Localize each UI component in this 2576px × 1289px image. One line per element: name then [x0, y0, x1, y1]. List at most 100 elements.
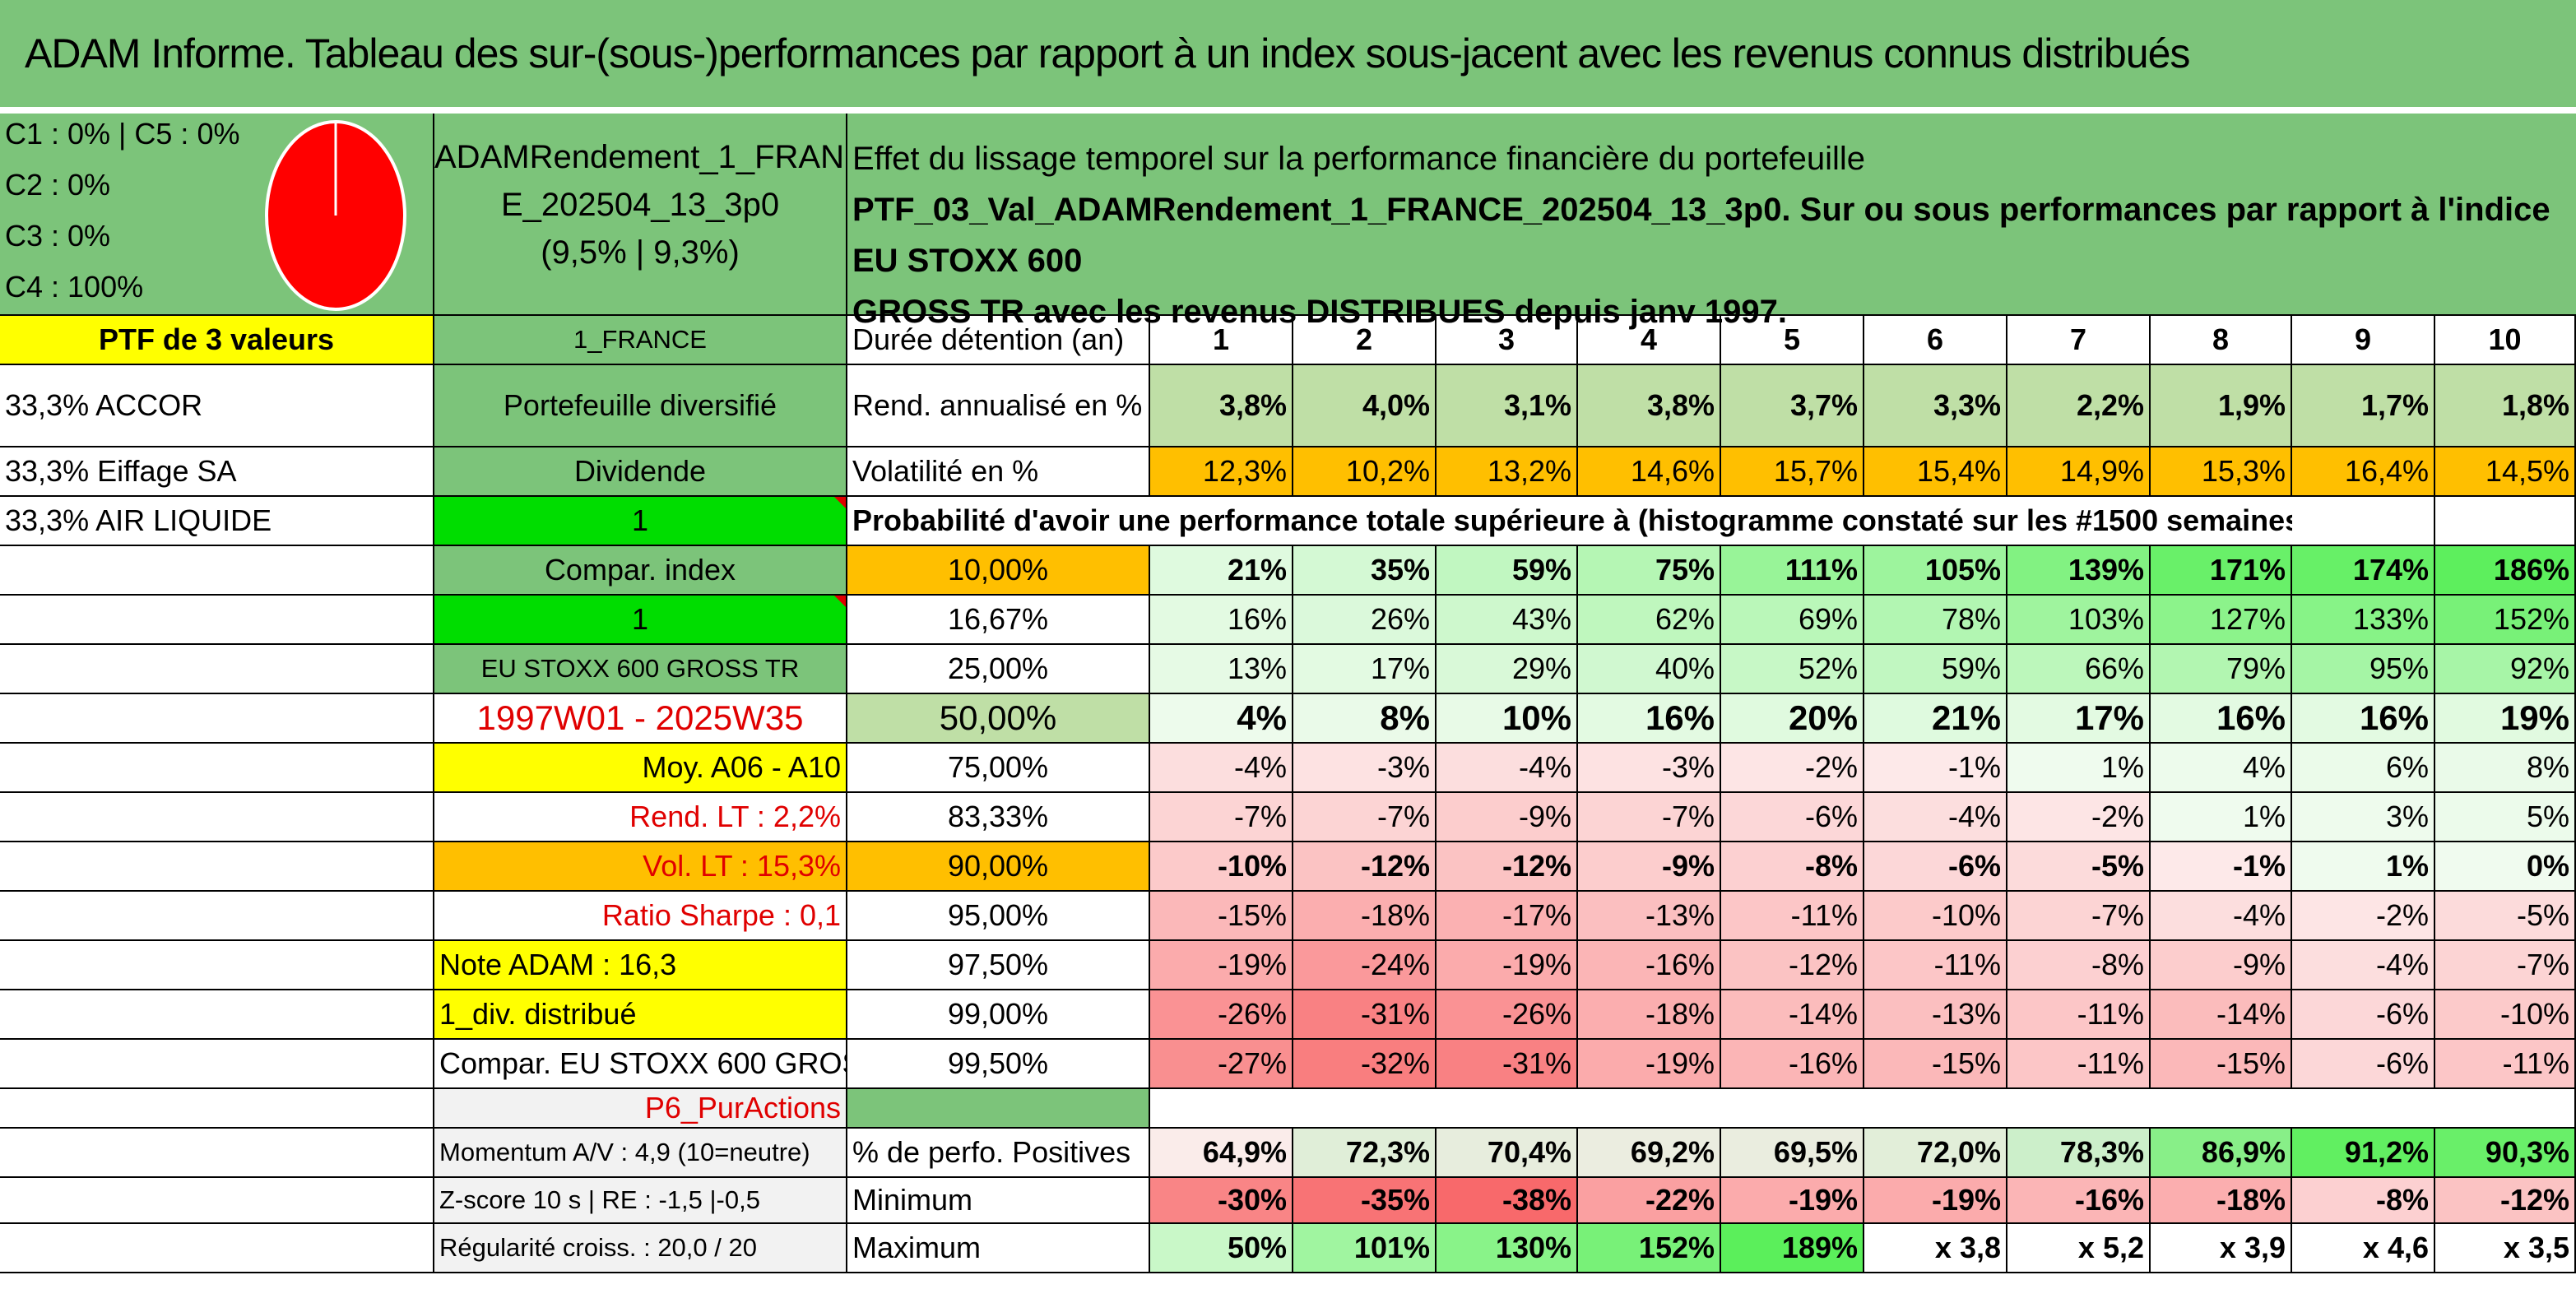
summary-value-text: -19% — [1931, 1183, 2001, 1217]
volatility-value-text: 14,9% — [2059, 454, 2144, 488]
allocation-line: C3 : 0% — [5, 219, 111, 253]
annual-return-text: 1,8% — [2501, 388, 2569, 422]
quantile-value-text: 21% — [1931, 698, 2001, 737]
quantile-value: 95% — [2292, 645, 2435, 694]
summary-value-text: 78,3% — [2059, 1135, 2144, 1169]
quantile-value-text: 4% — [1237, 698, 1287, 737]
quantile-value: -11% — [2007, 1040, 2151, 1089]
quantile-value: -1% — [1864, 744, 2007, 793]
quantile-value: 174% — [2292, 546, 2435, 596]
portfolio-name-panel: ADAMRendement_1_FRANC E_202504_13_3p0 (9… — [434, 114, 868, 316]
summary-value: -12% — [2435, 1178, 2576, 1224]
quantile-value: 78% — [1864, 596, 2007, 645]
title-bar: ADAM Informe. Tableau des sur-(sous-)per… — [0, 0, 2576, 107]
duration-label: Durée détention (an) — [847, 316, 1150, 365]
volatility-value-text: 15,3% — [2201, 454, 2286, 488]
quantile-value-text: -7% — [1376, 800, 1430, 833]
quantile-value-text: -17% — [1502, 898, 1571, 932]
quantile-value: 111% — [1721, 546, 1864, 596]
info-diversified-text: Portefeuille diversifié — [503, 388, 777, 422]
summary-value-text: 189% — [1781, 1231, 1858, 1264]
quantile-value-text: -11% — [2502, 1046, 2569, 1080]
empty-cell — [0, 694, 434, 744]
quantile-value-text: 1% — [2242, 800, 2286, 833]
quantile-value: -32% — [1293, 1040, 1437, 1089]
summary-value: 90,3% — [2435, 1129, 2576, 1178]
quantile-label-text: 10,00% — [947, 553, 1049, 587]
quantile-label: 10,00% — [847, 546, 1150, 596]
quantile-value: 26% — [1293, 596, 1437, 645]
info-momentum-text: Momentum A/V : 4,9 (10=neutre) — [439, 1138, 810, 1166]
quantile-value-text: 95% — [2369, 651, 2429, 685]
quantile-value-text: -27% — [1217, 1046, 1287, 1080]
quantile-value-text: 21% — [1227, 553, 1287, 587]
summary-value: -19% — [1864, 1178, 2007, 1224]
quantile-value-text: 19% — [2499, 698, 2569, 737]
quantile-value: 105% — [1864, 546, 2007, 596]
year-header: 7 — [2007, 316, 2151, 365]
info-rend_lt: Rend. LT : 2,2% — [434, 793, 847, 842]
quantile-value: 186% — [2435, 546, 2576, 596]
summary-value-text: -38% — [1502, 1183, 1571, 1217]
description-line: PTF_03_Val_ADAMRendement_1_FRANCE_202504… — [852, 192, 2550, 279]
quantile-value: -2% — [2292, 892, 2435, 941]
empty-cell — [0, 842, 434, 892]
summary-value-text: x 3,9 — [2219, 1231, 2286, 1264]
quantile-value: -26% — [1437, 990, 1578, 1040]
quantile-value-text: -4% — [2375, 948, 2429, 981]
quantile-value: -16% — [1721, 1040, 1864, 1089]
summary-value: -16% — [2007, 1178, 2151, 1224]
quantile-value: 52% — [1721, 645, 1864, 694]
summary-value: 86,9% — [2151, 1129, 2292, 1178]
year-header: 4 — [1578, 316, 1721, 365]
allocation-line: C2 : 0% — [5, 168, 111, 202]
portfolio-count: PTF de 3 valeurs — [0, 316, 434, 365]
quantile-value: -15% — [2151, 1040, 2292, 1089]
quantile-value: 0% — [2435, 842, 2576, 892]
quantile-value-text: 59% — [1511, 553, 1571, 587]
quantile-value: -17% — [1437, 892, 1578, 941]
quantile-value-text: 1% — [2385, 849, 2429, 883]
summary-value: -30% — [1150, 1178, 1293, 1224]
quantile-value: 1% — [2292, 842, 2435, 892]
quantile-value-text: 171% — [2209, 553, 2286, 587]
quantile-value: 19% — [2435, 694, 2576, 744]
summary-value: 130% — [1437, 1224, 1578, 1273]
year-header: 8 — [2151, 316, 2292, 365]
info-one_b: 1 — [434, 596, 847, 645]
quantile-value: -19% — [1437, 941, 1578, 990]
empty-cell — [0, 941, 434, 990]
empty-cell — [0, 744, 434, 793]
quantile-value-text: 52% — [1798, 651, 1858, 685]
report-title: ADAM Informe. Tableau des sur-(sous-)per… — [25, 30, 2190, 77]
volatility-value-text: 15,7% — [1773, 454, 1858, 488]
quantile-value-text: 8% — [2526, 750, 2569, 784]
quantile-value-text: -9% — [1518, 800, 1571, 833]
holding-accor-text: 33,3% ACCOR — [5, 388, 203, 422]
quantile-value-text: 8% — [1380, 698, 1430, 737]
year-header: 1 — [1150, 316, 1293, 365]
volatility-label: Volatilité en % — [847, 447, 1150, 497]
description-line: GROSS TR avec les revenus DISTRIBUES dep… — [852, 294, 1787, 330]
quantile-value-text: 174% — [2352, 553, 2429, 587]
quantile-value: -24% — [1293, 941, 1437, 990]
portfolio-count-text: PTF de 3 valeurs — [98, 322, 335, 356]
quantile-value-text: 5% — [2526, 800, 2569, 833]
year-header: 5 — [1721, 316, 1864, 365]
empty-cell — [0, 1040, 434, 1089]
quantile-label: 50,00% — [847, 694, 1150, 744]
quantile-value: -11% — [1864, 941, 2007, 990]
summary-label-text: % de perfo. Positives — [852, 1135, 1131, 1169]
quantile-value-text: -16% — [1645, 948, 1715, 981]
summary-value-text: 90,3% — [2485, 1135, 2569, 1169]
year-header-text: 2 — [1355, 322, 1373, 356]
year-header: 9 — [2292, 316, 2435, 365]
summary-value: -35% — [1293, 1178, 1437, 1224]
quantile-value-text: -12% — [1788, 948, 1858, 981]
summary-value: x 5,2 — [2007, 1224, 2151, 1273]
quantile-value-text: 127% — [2209, 602, 2286, 636]
quantile-label-text: 99,50% — [947, 1046, 1049, 1080]
quantile-value: 16% — [1150, 596, 1293, 645]
info-period: 1997W01 - 2025W35 — [434, 694, 847, 744]
allocation-pie-chart — [265, 120, 406, 311]
